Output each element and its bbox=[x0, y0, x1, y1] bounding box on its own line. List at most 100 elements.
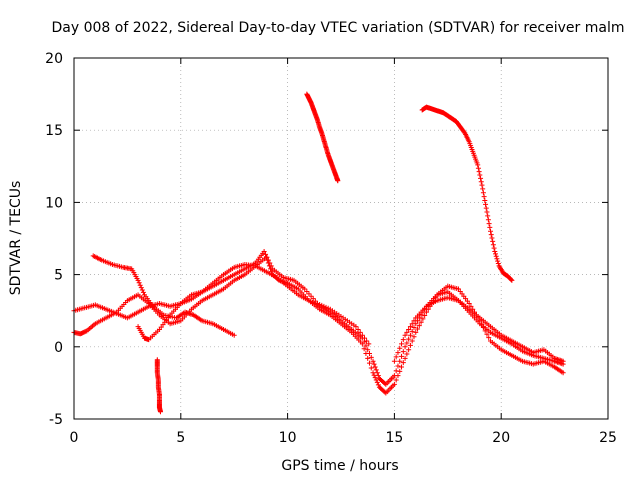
data-point-marker bbox=[404, 329, 410, 335]
data-point-marker bbox=[361, 346, 367, 352]
data-point-marker bbox=[482, 197, 488, 203]
data-point-marker bbox=[261, 248, 267, 254]
data-point-marker bbox=[486, 221, 492, 227]
data-point-marker bbox=[399, 364, 405, 370]
data-point-marker bbox=[265, 257, 271, 263]
data-point-marker bbox=[374, 370, 380, 376]
data-point-marker bbox=[402, 344, 408, 350]
data-point-marker bbox=[395, 373, 401, 379]
data-point-marker bbox=[492, 248, 498, 254]
y-axis-label: SDTVAR / TECUs bbox=[8, 181, 24, 296]
data-point-marker bbox=[475, 162, 481, 168]
data-point-marker bbox=[139, 287, 145, 293]
data-point-marker bbox=[357, 329, 363, 335]
x-axis-label: GPS time / hours bbox=[281, 458, 398, 474]
data-point-marker bbox=[481, 194, 487, 200]
data-point-marker bbox=[480, 190, 486, 196]
x-tick-label: 25 bbox=[599, 430, 617, 446]
chart-title: Day 008 of 2022, Sidereal Day-to-day VTE… bbox=[52, 20, 625, 36]
data-point-marker bbox=[411, 325, 417, 331]
data-point-marker bbox=[138, 285, 144, 291]
data-point-marker bbox=[479, 321, 485, 327]
data-point-marker bbox=[485, 213, 491, 219]
data-point-marker bbox=[393, 354, 399, 360]
data-point-marker bbox=[495, 261, 501, 267]
data-point-marker bbox=[399, 353, 405, 359]
data-point-marker bbox=[480, 325, 486, 331]
data-point-marker bbox=[395, 350, 401, 356]
data-point-marker bbox=[491, 245, 497, 251]
data-point-marker bbox=[374, 379, 380, 385]
data-point-marker bbox=[365, 347, 371, 353]
data-point-marker bbox=[422, 313, 428, 319]
data-point-marker bbox=[158, 409, 164, 415]
data-point-marker bbox=[373, 377, 379, 383]
data-point-marker bbox=[393, 377, 399, 383]
data-point-marker bbox=[372, 375, 378, 381]
data-point-marker bbox=[466, 300, 472, 306]
data-layer bbox=[71, 91, 566, 415]
data-point-marker bbox=[483, 201, 489, 207]
data-point-marker bbox=[375, 373, 381, 379]
y-tick-label: 15 bbox=[45, 123, 63, 139]
data-point-marker bbox=[488, 232, 494, 238]
data-point-marker bbox=[478, 175, 484, 181]
data-point-marker bbox=[409, 338, 415, 344]
data-point-marker bbox=[560, 358, 566, 364]
data-point-marker bbox=[397, 368, 403, 374]
data-point-marker bbox=[135, 277, 141, 283]
x-tick-label: 20 bbox=[492, 430, 510, 446]
data-point-marker bbox=[493, 253, 499, 259]
data-point-marker bbox=[372, 364, 378, 370]
data-point-marker bbox=[478, 179, 484, 185]
data-point-marker bbox=[370, 370, 376, 376]
data-point-marker bbox=[411, 334, 417, 340]
data-point-marker bbox=[355, 326, 361, 332]
data-point-marker bbox=[353, 324, 359, 330]
data-point-marker bbox=[365, 355, 371, 361]
data-point-marker bbox=[264, 254, 270, 260]
x-tick-label: 10 bbox=[279, 430, 297, 446]
data-point-marker bbox=[406, 347, 412, 353]
data-point-marker bbox=[399, 341, 405, 347]
data-point-marker bbox=[411, 318, 417, 324]
data-point-marker bbox=[361, 335, 367, 341]
data-point-marker bbox=[407, 324, 413, 330]
data-point-marker bbox=[366, 360, 372, 366]
data-point-marker bbox=[397, 345, 403, 351]
data-point-marker bbox=[484, 209, 490, 215]
data-point-marker bbox=[508, 277, 514, 283]
data-point-marker bbox=[468, 303, 474, 309]
data-point-marker bbox=[400, 337, 406, 343]
series-track-e bbox=[391, 295, 566, 364]
data-point-marker bbox=[359, 332, 365, 338]
data-point-marker bbox=[495, 258, 501, 264]
data-point-marker bbox=[488, 228, 494, 234]
data-point-marker bbox=[371, 372, 377, 378]
data-point-marker bbox=[363, 343, 369, 349]
data-point-marker bbox=[490, 238, 496, 244]
series-track-c bbox=[90, 253, 237, 338]
data-point-marker bbox=[482, 328, 488, 334]
data-point-marker bbox=[404, 351, 410, 357]
data-point-marker bbox=[560, 370, 566, 376]
y-tick-label: 0 bbox=[54, 340, 63, 356]
data-point-marker bbox=[373, 367, 379, 373]
data-point-marker bbox=[231, 332, 237, 338]
data-point-marker bbox=[363, 351, 369, 357]
data-point-marker bbox=[391, 381, 397, 387]
data-point-marker bbox=[137, 282, 143, 288]
x-tick-label: 0 bbox=[70, 430, 79, 446]
data-point-marker bbox=[267, 260, 273, 266]
data-point-marker bbox=[418, 319, 424, 325]
data-point-marker bbox=[407, 342, 413, 348]
data-point-marker bbox=[368, 354, 374, 360]
data-point-marker bbox=[268, 263, 274, 269]
data-point-marker bbox=[335, 178, 341, 184]
data-point-marker bbox=[263, 251, 269, 257]
data-point-marker bbox=[423, 309, 429, 315]
data-point-marker bbox=[489, 235, 495, 241]
data-point-marker bbox=[509, 277, 515, 283]
data-point-marker bbox=[479, 182, 485, 188]
